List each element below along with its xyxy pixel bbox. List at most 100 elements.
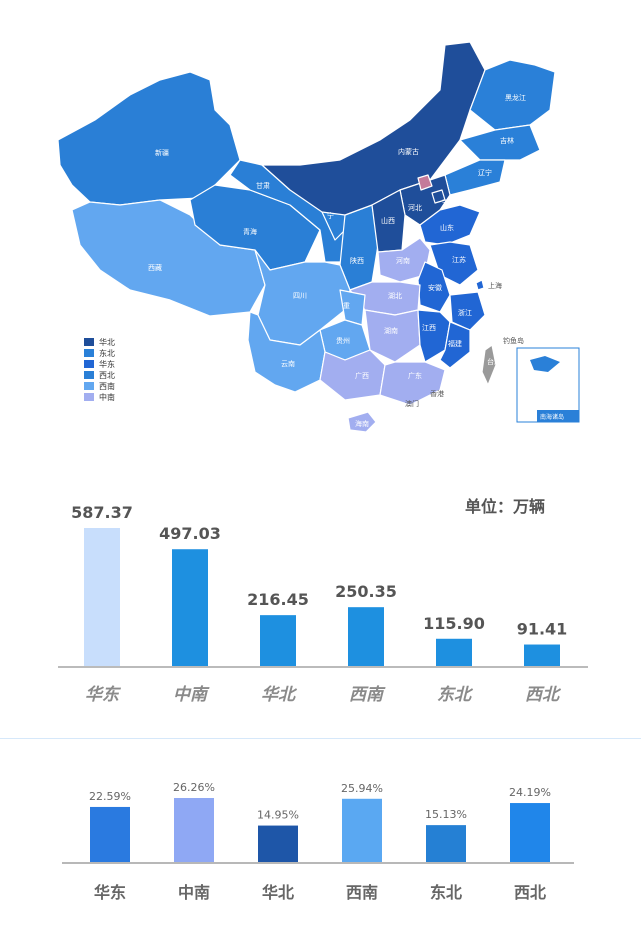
label-shanxi: 山西 xyxy=(381,216,395,225)
bar xyxy=(342,798,382,862)
china-map-svg: 新疆 西藏 青海 甘肃 内蒙古 黑龙江 吉林 辽宁 天津 河北 山西 山东 河南… xyxy=(57,41,580,433)
section-divider xyxy=(0,738,641,739)
legend-swatch xyxy=(84,371,94,379)
province-tianjin xyxy=(431,189,446,204)
data-label: 115.90 xyxy=(423,614,485,633)
legend-label: 中南 xyxy=(99,392,115,402)
china-region-map: 新疆 西藏 青海 甘肃 内蒙古 黑龙江 吉林 辽宁 天津 河北 山西 山东 河南… xyxy=(0,0,641,455)
label-ningxia: 宁 xyxy=(327,211,334,220)
province-shandong xyxy=(419,204,481,246)
data-label: 22.59% xyxy=(89,790,131,803)
label-chongqing: 重 xyxy=(343,302,350,310)
data-label: 15.13% xyxy=(425,808,467,821)
label-henan: 河南 xyxy=(396,256,410,265)
label-fujian: 福建 xyxy=(448,339,462,348)
bar xyxy=(172,549,208,666)
category-label: 东北 xyxy=(430,883,462,902)
category-label: 华东 xyxy=(94,883,126,902)
province-henan xyxy=(377,237,431,283)
legend-label: 华北 xyxy=(99,337,115,347)
label-shanghai: 上海 xyxy=(488,281,502,290)
province-liaoning xyxy=(444,159,506,196)
bar-chart-share: 22.59% 华东 26.26% 中南 14.95% 华北 25.94% 西南 15.13% 东北… xyxy=(0,745,641,926)
label-guangxi: 广西 xyxy=(355,371,369,380)
province-hebei xyxy=(399,174,451,226)
province-guangxi xyxy=(319,349,386,401)
label-hainan: 海南 xyxy=(355,419,369,428)
label-anhui: 安徽 xyxy=(428,283,442,292)
label-neimenggu: 内蒙古 xyxy=(398,147,419,156)
label-jiangxi: 江西 xyxy=(422,324,436,332)
category-label: 西南 xyxy=(349,685,386,705)
category-label: 华北 xyxy=(261,685,298,705)
legend-swatch xyxy=(84,382,94,390)
bar xyxy=(90,806,130,862)
data-label: 24.19% xyxy=(509,786,551,799)
data-label: 91.41 xyxy=(517,620,568,639)
legend-label: 西南 xyxy=(99,381,115,391)
data-label: 216.45 xyxy=(247,590,309,609)
unit-label: 单位：万辆 xyxy=(465,497,545,516)
legend-swatch xyxy=(84,349,94,357)
label-qinghai: 青海 xyxy=(243,227,257,236)
bar xyxy=(510,803,550,862)
label-hubei: 湖北 xyxy=(388,291,402,300)
category-label: 华北 xyxy=(262,883,294,902)
label-zhejiang: 浙江 xyxy=(458,308,472,317)
bar xyxy=(260,615,296,666)
bar xyxy=(426,825,466,862)
bar-chart-sales-volume: 单位：万辆 587.37 华东 497.03 中南 216.45 华北 250.35 西南 11… xyxy=(0,455,641,725)
label-shaanxi: 陕西 xyxy=(350,256,364,265)
label-tianjin: 天津 xyxy=(442,199,456,207)
bar xyxy=(84,528,120,666)
label-jiangsu: 江苏 xyxy=(452,255,466,264)
bar-chart-share-svg: 22.59% 华东 26.26% 中南 14.95% 华北 25.94% 西南 15.13% 东北… xyxy=(62,781,574,902)
category-label: 西北 xyxy=(514,883,546,902)
south-sea-inset: 南海诸岛 xyxy=(516,347,580,423)
province-shaanxi xyxy=(339,204,379,291)
province-xinjiang xyxy=(57,71,241,206)
province-labels: 新疆 西藏 青海 甘肃 内蒙古 黑龙江 吉林 辽宁 天津 河北 山西 山东 河南… xyxy=(148,93,526,428)
province-fujian xyxy=(439,321,471,369)
bar-chart-sales-volume-svg: 单位：万辆 587.37 华东 497.03 中南 216.45 华北 250.35 西南 11… xyxy=(58,497,588,705)
bar xyxy=(524,644,560,666)
province-shanghai xyxy=(475,279,485,291)
category-label: 中南 xyxy=(178,883,210,902)
legend-swatch xyxy=(84,338,94,346)
label-xizang: 西藏 xyxy=(148,263,162,272)
legend-label: 华东 xyxy=(99,359,115,369)
bar xyxy=(258,825,298,862)
label-yunnan: 云南 xyxy=(281,359,295,368)
province-beijing xyxy=(417,174,433,191)
category-label: 西南 xyxy=(346,883,378,902)
label-guizhou: 贵州 xyxy=(336,336,350,345)
label-hebei: 河北 xyxy=(408,204,422,212)
legend-label: 西北 xyxy=(99,371,115,380)
province-shanxi xyxy=(371,189,406,253)
data-label: 26.26% xyxy=(173,781,215,794)
category-label: 华东 xyxy=(85,685,122,705)
label-liaoning: 辽宁 xyxy=(478,168,492,177)
province-guangdong xyxy=(379,361,446,406)
label-diaoyudao: 钓鱼岛 xyxy=(503,336,524,345)
label-sichuan: 四川 xyxy=(293,292,307,300)
label-xinjiang: 新疆 xyxy=(155,148,169,157)
category-label: 东北 xyxy=(437,685,474,705)
label-taiwan: 台湾 xyxy=(487,357,501,366)
category-label: 西北 xyxy=(525,685,562,705)
bar xyxy=(174,798,214,862)
label-gansu: 甘肃 xyxy=(256,181,270,190)
label-guangdong: 广东 xyxy=(408,371,422,380)
data-label: 250.35 xyxy=(335,582,397,601)
bar xyxy=(436,638,472,666)
label-shandong: 山东 xyxy=(440,223,454,232)
data-label: 25.94% xyxy=(341,782,383,795)
province-hainan xyxy=(347,411,377,433)
legend-swatch xyxy=(84,360,94,368)
bar xyxy=(348,607,384,666)
legend-label: 东北 xyxy=(99,348,115,358)
data-label: 587.37 xyxy=(71,503,133,522)
province-zhejiang xyxy=(449,291,486,331)
label-macau: 澳门 xyxy=(405,399,419,408)
